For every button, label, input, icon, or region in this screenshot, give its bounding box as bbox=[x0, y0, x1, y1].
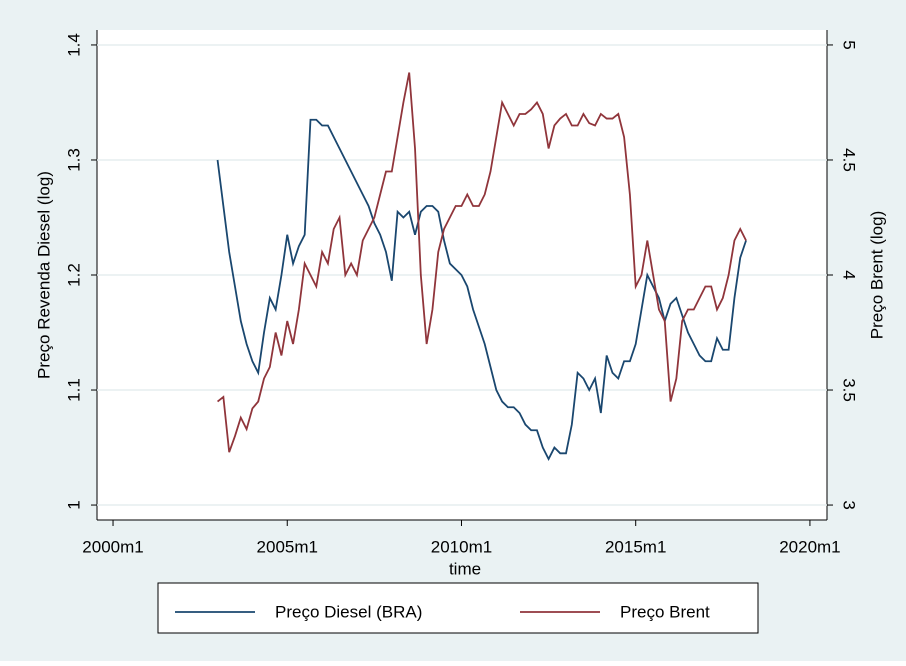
series-line bbox=[216, 118, 747, 462]
x-tick-label: 2005m1 bbox=[257, 537, 318, 556]
x-axis-title: time bbox=[449, 559, 481, 578]
series-line bbox=[217, 72, 747, 453]
y2-tick-label: 3.5 bbox=[840, 378, 859, 402]
y2-tick-label: 4 bbox=[840, 270, 859, 279]
y2-tick-label: 5 bbox=[840, 40, 859, 49]
x-tick-label: 2015m1 bbox=[605, 537, 666, 556]
x-tick-label: 2020m1 bbox=[779, 537, 840, 556]
y-axis-title: Preço Revenda Diesel (log) bbox=[34, 171, 53, 379]
y-tick-label: 1 bbox=[64, 500, 83, 509]
y-tick-label: 1.2 bbox=[64, 263, 83, 287]
y-tick-label: 1.4 bbox=[64, 33, 83, 57]
legend bbox=[157, 582, 759, 634]
y2-axis-title: Preço Brent (log) bbox=[867, 211, 886, 340]
y2-tick-label: 3 bbox=[840, 500, 859, 509]
x-tick-label: 2010m1 bbox=[431, 537, 492, 556]
y2-tick-label: 4.5 bbox=[840, 148, 859, 172]
legend-label: Preço Brent bbox=[620, 602, 710, 621]
x-tick-label: 2000m1 bbox=[82, 537, 143, 556]
y-tick-label: 1.3 bbox=[64, 148, 83, 172]
y-tick-label: 1.1 bbox=[64, 378, 83, 402]
legend-label: Preço Diesel (BRA) bbox=[275, 602, 422, 621]
